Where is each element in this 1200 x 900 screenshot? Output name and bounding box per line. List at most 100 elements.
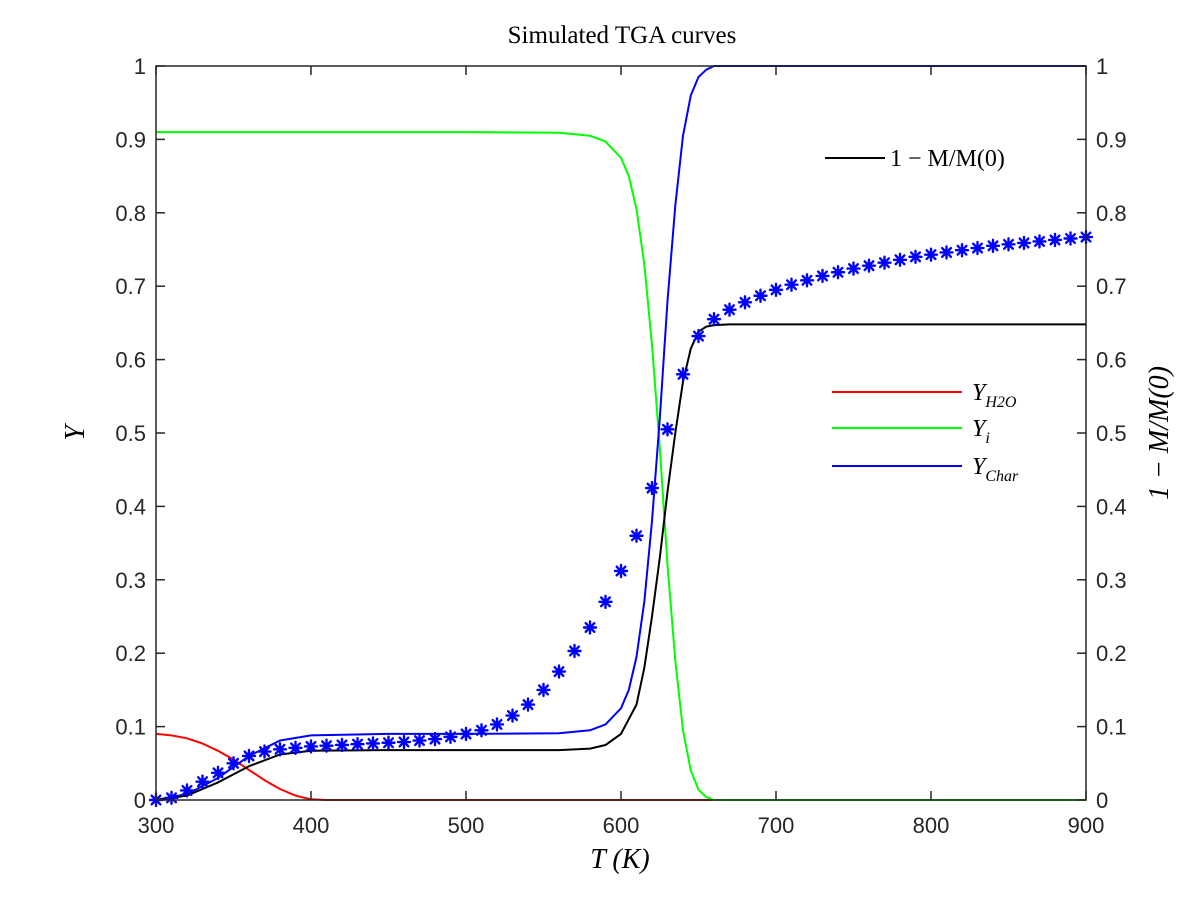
x-axis-label: T (K)	[590, 844, 649, 875]
data-point-marker	[892, 252, 908, 267]
data-point-marker	[1047, 232, 1063, 248]
data-point-marker	[536, 682, 551, 698]
data-point-marker	[164, 790, 179, 805]
y-tick-label: 0.8	[115, 201, 146, 226]
data-point-marker	[737, 295, 753, 310]
x-tick-label: 700	[758, 813, 795, 838]
series-line-3	[155, 323, 1086, 801]
y2-tick-label: 0.4	[1096, 494, 1127, 519]
data-point-marker	[365, 736, 381, 751]
y-tick-label: 0.3	[115, 568, 146, 593]
y2-tick-label: 0.7	[1096, 274, 1127, 299]
legend-label-h2o: YH2O	[972, 380, 1017, 411]
y2-tick-label: 0.1	[1096, 715, 1127, 740]
y-tick-label: 0.9	[115, 127, 146, 152]
data-point-marker	[970, 240, 985, 256]
data-point-marker	[815, 268, 830, 284]
y2-tick-label: 0.8	[1096, 201, 1127, 226]
data-point-marker	[768, 282, 784, 298]
data-point-marker	[861, 258, 877, 273]
data-point-marker	[753, 288, 768, 303]
data-point-marker	[303, 739, 319, 754]
data-point-marker	[582, 620, 598, 635]
y2-tick-label: 0.9	[1096, 127, 1127, 152]
data-point-marker	[908, 249, 923, 265]
chart-title: Simulated TGA curves	[508, 22, 737, 49]
series-line-2	[155, 65, 1086, 801]
y-tick-label: 0.4	[115, 494, 146, 519]
data-point-marker	[660, 422, 675, 437]
data-point-marker	[257, 744, 272, 759]
data-point-marker	[210, 765, 226, 781]
data-point-marker	[1001, 237, 1016, 252]
x-tick-label: 400	[293, 813, 330, 838]
data-point-marker	[288, 740, 303, 756]
data-point-marker	[489, 717, 505, 732]
y2-tick-label: 0.2	[1096, 641, 1127, 666]
series-line-1	[156, 131, 1086, 801]
y-tick-label: 0.7	[115, 274, 146, 299]
legend-label-mass-loss: 1 − M/M(0)	[890, 146, 1005, 172]
data-point-marker	[1016, 235, 1032, 251]
data-point-marker	[1032, 234, 1047, 249]
y2-tick-label: 0.5	[1096, 421, 1127, 446]
y-axis-label: Y	[60, 422, 91, 441]
y-tick-label: 0.6	[115, 348, 146, 373]
data-point-marker	[799, 273, 815, 288]
data-point-marker	[350, 737, 365, 752]
data-point-marker	[784, 277, 799, 292]
y2-tick-label: 1	[1096, 54, 1108, 79]
data-point-marker	[443, 729, 458, 745]
series-layer	[148, 65, 1094, 808]
data-point-marker	[381, 735, 396, 750]
data-point-marker	[520, 697, 536, 712]
data-point-marker	[923, 247, 939, 262]
data-point-marker	[427, 731, 443, 747]
data-point-marker	[722, 302, 737, 317]
data-point-marker	[613, 563, 629, 579]
legend-label-i: Yi	[972, 416, 990, 447]
data-point-marker	[706, 312, 722, 327]
x-tick-label: 600	[603, 813, 640, 838]
data-point-marker	[334, 737, 350, 753]
data-point-marker	[691, 328, 706, 344]
data-point-marker	[1063, 231, 1078, 246]
data-point-marker	[412, 733, 427, 748]
y-tick-label: 1	[134, 54, 146, 79]
x-tick-label: 300	[138, 813, 175, 838]
data-point-marker	[985, 238, 1001, 254]
data-point-marker	[846, 261, 861, 276]
legend-label-char: YChar	[972, 454, 1019, 485]
data-point-marker	[226, 756, 241, 771]
data-point-marker	[551, 664, 567, 679]
data-point-marker	[644, 480, 660, 496]
y2-tick-label: 0.6	[1096, 348, 1127, 373]
x-tick-label: 800	[913, 813, 950, 838]
data-point-marker	[629, 528, 644, 543]
y-tick-label: 0	[134, 788, 146, 813]
data-point-marker	[505, 708, 520, 723]
data-point-marker	[241, 748, 257, 764]
data-point-marker	[458, 726, 474, 742]
x-tick-label: 900	[1068, 813, 1105, 838]
data-point-marker	[179, 783, 195, 798]
legend-mass-loss: 1 − M/M(0)	[825, 146, 1005, 172]
data-point-marker	[474, 723, 489, 738]
y2-axis-label: 1 − M/M(0)	[1144, 366, 1175, 500]
y2-tick-label: 0.3	[1096, 568, 1127, 593]
data-point-marker	[396, 734, 412, 750]
data-point-marker	[877, 255, 892, 270]
data-point-marker	[319, 738, 334, 753]
data-point-marker	[598, 594, 613, 610]
y2-tick-label: 0	[1096, 788, 1108, 813]
y-tick-label: 0.1	[115, 715, 146, 740]
data-point-marker	[939, 245, 954, 260]
x-tick-label: 500	[448, 813, 485, 838]
data-point-marker	[830, 265, 846, 280]
y-tick-label: 0.5	[115, 421, 146, 446]
data-point-marker	[567, 643, 582, 659]
data-point-marker	[195, 774, 210, 789]
data-point-marker	[272, 742, 288, 757]
